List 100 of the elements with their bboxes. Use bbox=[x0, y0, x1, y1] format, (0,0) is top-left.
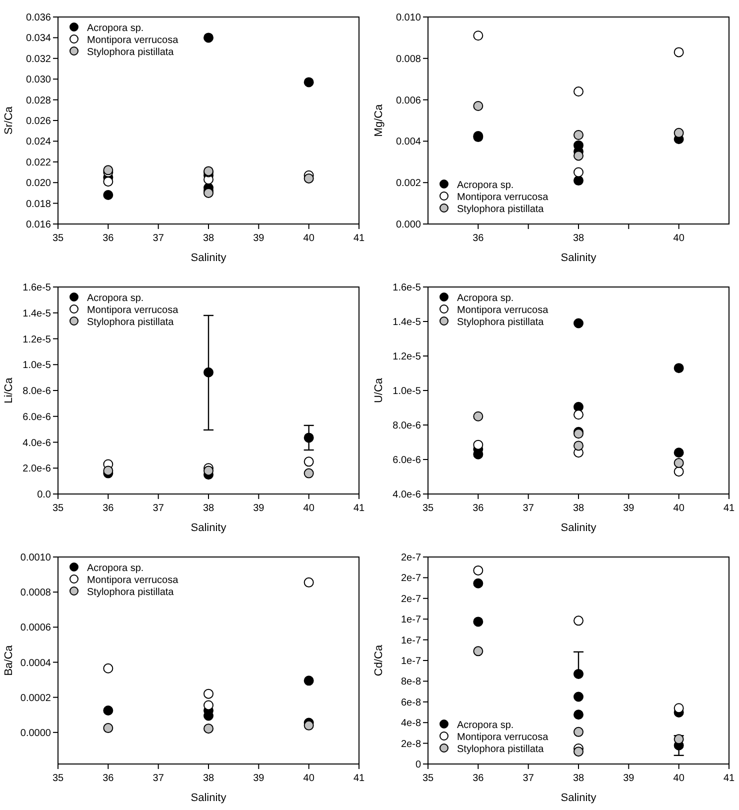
point bbox=[574, 150, 584, 161]
y-tick-label: 0.016 bbox=[26, 220, 52, 230]
x-tick-label: 37 bbox=[152, 233, 164, 244]
x-axis-title: Salinity bbox=[190, 252, 227, 264]
point bbox=[204, 724, 214, 734]
legend-label: Stylophora pistillata bbox=[457, 744, 544, 755]
point bbox=[574, 726, 584, 737]
y-tick-label: 8.0e-6 bbox=[22, 386, 52, 397]
y-tick-label: 0.0000 bbox=[20, 728, 52, 739]
point bbox=[204, 466, 214, 476]
legend-label: Stylophora pistillata bbox=[457, 317, 544, 328]
x-tick-label: 41 bbox=[353, 773, 365, 784]
point bbox=[473, 440, 484, 450]
point bbox=[473, 411, 484, 422]
point bbox=[304, 720, 314, 730]
legend-label: Stylophora pistillata bbox=[457, 204, 544, 215]
y-tick-label: 0.0002 bbox=[20, 692, 52, 704]
x-tick-label: 39 bbox=[623, 773, 635, 784]
x-tick-label: 36 bbox=[472, 773, 484, 784]
x-axis-title: Salinity bbox=[560, 252, 597, 264]
x-tick-label: 38 bbox=[202, 233, 214, 244]
y-tick-label: 0.0004 bbox=[20, 658, 52, 669]
point bbox=[574, 668, 584, 679]
x-tick-label: 35 bbox=[52, 773, 64, 784]
point bbox=[574, 176, 584, 186]
y-tick-label: 1.0e-5 bbox=[392, 386, 422, 397]
legend-label: Acropora sp. bbox=[457, 293, 514, 304]
point bbox=[574, 692, 584, 702]
x-tick-label: 35 bbox=[422, 773, 434, 784]
y-tick-label: 0.000 bbox=[396, 220, 422, 230]
y-tick-label: 0.018 bbox=[26, 198, 52, 210]
y-tick-label: 4.0e-6 bbox=[392, 490, 422, 500]
y-tick-label: 1.2e-5 bbox=[22, 334, 52, 346]
y-tick-label: 0.028 bbox=[26, 95, 52, 106]
point bbox=[574, 616, 584, 626]
point bbox=[304, 468, 314, 478]
point bbox=[204, 32, 214, 43]
x-tick-label: 39 bbox=[253, 503, 265, 514]
point bbox=[674, 128, 684, 138]
point bbox=[103, 176, 114, 187]
y-tick-label: 0.036 bbox=[26, 12, 52, 24]
y-axis-title: Li/Ca bbox=[3, 376, 15, 404]
x-tick-label: 40 bbox=[303, 233, 315, 244]
point bbox=[674, 448, 684, 458]
point bbox=[103, 663, 114, 674]
y-tick-label: 1e-7 bbox=[400, 635, 422, 646]
point bbox=[674, 734, 684, 744]
x-tick-label: 38 bbox=[572, 503, 584, 514]
point bbox=[204, 700, 214, 710]
x-tick-label: 37 bbox=[152, 503, 164, 514]
x-axis-title: Salinity bbox=[560, 792, 597, 804]
y-tick-label: 6.0e-6 bbox=[392, 455, 422, 466]
y-tick-label: 2.0e-6 bbox=[22, 464, 52, 475]
x-tick-label: 41 bbox=[353, 233, 365, 244]
point bbox=[674, 47, 684, 58]
point bbox=[574, 318, 584, 328]
point bbox=[304, 77, 314, 88]
y-axis-title: Sr/Ca bbox=[3, 106, 15, 135]
y-tick-label: 1.6e-5 bbox=[22, 282, 52, 294]
x-axis-title: Salinity bbox=[190, 792, 227, 804]
x-tick-label: 40 bbox=[673, 233, 685, 244]
y-tick-label: 0.0 bbox=[37, 490, 52, 500]
y-tick-label: 0.006 bbox=[396, 95, 422, 106]
point bbox=[304, 173, 314, 184]
y-tick-label: 1.4e-5 bbox=[392, 317, 422, 328]
x-tick-label: 36 bbox=[472, 233, 484, 244]
legend-label: Montipora verrucosa bbox=[457, 192, 549, 203]
y-tick-label: 0.032 bbox=[26, 54, 52, 65]
legend-label: Montipora verrucosa bbox=[87, 35, 179, 46]
y-tick-label: 2e-7 bbox=[400, 594, 422, 605]
legend-label: Montipora verrucosa bbox=[87, 575, 179, 586]
point bbox=[574, 167, 584, 178]
y-tick-label: 0.008 bbox=[396, 54, 422, 65]
y-tick-label: 1e-7 bbox=[400, 614, 422, 626]
x-tick-label: 35 bbox=[422, 503, 434, 514]
legend-label: Stylophora pistillata bbox=[87, 47, 174, 58]
y-tick-label: 8e-8 bbox=[400, 676, 422, 688]
y-tick-label: 0.004 bbox=[396, 136, 422, 148]
point bbox=[473, 616, 484, 627]
y-tick-label: 6.0e-6 bbox=[22, 412, 52, 423]
y-axis-title: Mg/Ca bbox=[373, 103, 385, 137]
y-axis-title: Cd/Ca bbox=[373, 644, 385, 676]
point bbox=[473, 578, 484, 588]
y-tick-label: 0.030 bbox=[26, 74, 52, 86]
point bbox=[103, 723, 114, 734]
y-tick-label: 1.4e-5 bbox=[22, 308, 52, 320]
legend-label: Acropora sp. bbox=[457, 720, 514, 731]
y-tick-label: 0.022 bbox=[26, 157, 52, 168]
y-tick-label: 0.0006 bbox=[20, 622, 52, 634]
x-tick-label: 40 bbox=[303, 503, 315, 514]
legend-label: Stylophora pistillata bbox=[87, 317, 174, 328]
x-tick-label: 41 bbox=[723, 503, 735, 514]
x-tick-label: 36 bbox=[102, 503, 114, 514]
y-tick-label: 2e-7 bbox=[400, 573, 422, 584]
x-tick-label: 38 bbox=[572, 773, 584, 784]
point bbox=[304, 577, 314, 588]
point bbox=[103, 705, 114, 716]
point bbox=[674, 703, 684, 714]
y-tick-label: 1.0e-5 bbox=[22, 360, 52, 372]
point bbox=[473, 646, 484, 656]
